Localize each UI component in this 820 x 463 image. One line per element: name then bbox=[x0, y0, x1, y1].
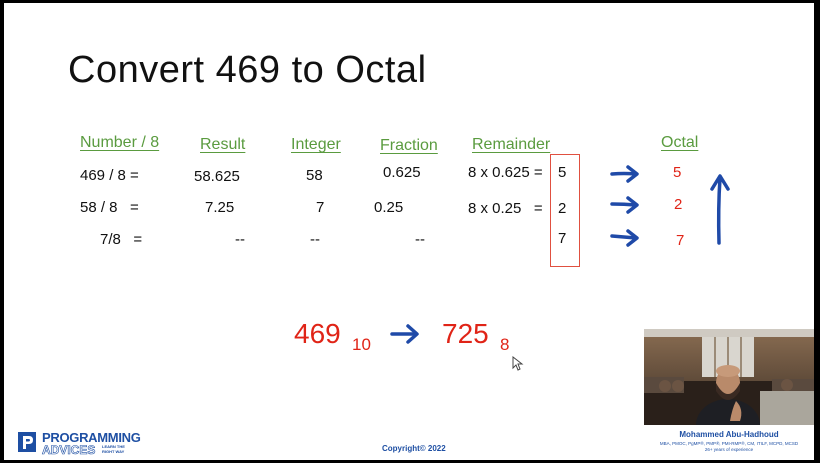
row1-result: 58.625 bbox=[194, 168, 240, 185]
row2-remainder-calc: 8 x 0.25 = bbox=[468, 200, 543, 217]
remainder-highlight-box bbox=[550, 154, 580, 267]
row3-number: 7/8 = bbox=[100, 231, 143, 248]
row2-arrow-icon bbox=[610, 202, 638, 207]
header-octal: Octal bbox=[661, 134, 699, 151]
row3-fraction: -- bbox=[415, 231, 425, 248]
row2-remainder: 2 bbox=[558, 200, 567, 217]
presenter-credentials-line: MBA, PMOC, PgMP®, PMP®, PMI-RMP®, CM, IT… bbox=[659, 441, 799, 446]
slide-canvas: Convert 469 to Octal Number / 8 Result I… bbox=[4, 3, 814, 460]
row1-arrow-icon bbox=[610, 171, 638, 176]
row1-fraction: 0.625 bbox=[383, 164, 421, 181]
header-remainder: Remainder bbox=[472, 136, 551, 153]
header-number: Number / 8 bbox=[80, 134, 160, 151]
row1-remainder-calc: 8 x 0.625 = bbox=[468, 164, 543, 181]
row2-fraction: 0.25 bbox=[374, 199, 404, 216]
row2-integer: 7 bbox=[316, 199, 325, 216]
row1-number: 469 / 8 = bbox=[80, 167, 139, 184]
octal-base: 8 bbox=[500, 335, 510, 354]
presenter-webcam bbox=[644, 329, 814, 425]
programming-advices-logo-icon bbox=[18, 432, 36, 452]
row2-result: 7.25 bbox=[205, 199, 235, 216]
decimal-base: 10 bbox=[352, 335, 371, 354]
mouse-cursor-icon bbox=[512, 356, 524, 371]
presenter-name: Mohammed Abu-Hadhoud bbox=[679, 430, 779, 439]
logo-wordmark-bottom: ADVICES bbox=[42, 443, 96, 458]
header-fraction: Fraction bbox=[380, 137, 438, 154]
presenter-credentials: MBA, PMOC, PgMP®, PMP®, PMI-RMP®, CM, IT… bbox=[644, 441, 814, 453]
row2-octal-digit: 2 bbox=[674, 196, 683, 213]
row3-result: -- bbox=[235, 231, 245, 248]
header-result: Result bbox=[200, 136, 246, 153]
row1-octal-digit: 5 bbox=[673, 164, 682, 181]
header-integer: Integer bbox=[291, 136, 341, 153]
logo-wordmark-top: PROGRAMMING bbox=[42, 430, 141, 445]
row3-remainder: 7 bbox=[558, 230, 567, 247]
up-arrow-icon bbox=[716, 176, 722, 245]
row2-number: 58 / 8 = bbox=[80, 199, 139, 216]
presenter-video-frame bbox=[644, 329, 814, 425]
octal-value: 725 bbox=[442, 318, 489, 349]
slide-title: Convert 469 to Octal bbox=[68, 49, 427, 91]
copyright-text: Copyright© 2022 bbox=[382, 444, 446, 453]
presenter-experience: 26+ years of experience bbox=[704, 447, 754, 452]
row3-octal-digit: 7 bbox=[676, 232, 685, 249]
row1-integer: 58 bbox=[306, 167, 323, 184]
row1-remainder: 5 bbox=[558, 164, 567, 181]
row3-integer: -- bbox=[310, 231, 320, 248]
annotation-arrows bbox=[390, 165, 730, 344]
decimal-value: 469 bbox=[294, 318, 341, 349]
logo-tagline: LEARN THE RIGHT WAY bbox=[102, 444, 125, 454]
